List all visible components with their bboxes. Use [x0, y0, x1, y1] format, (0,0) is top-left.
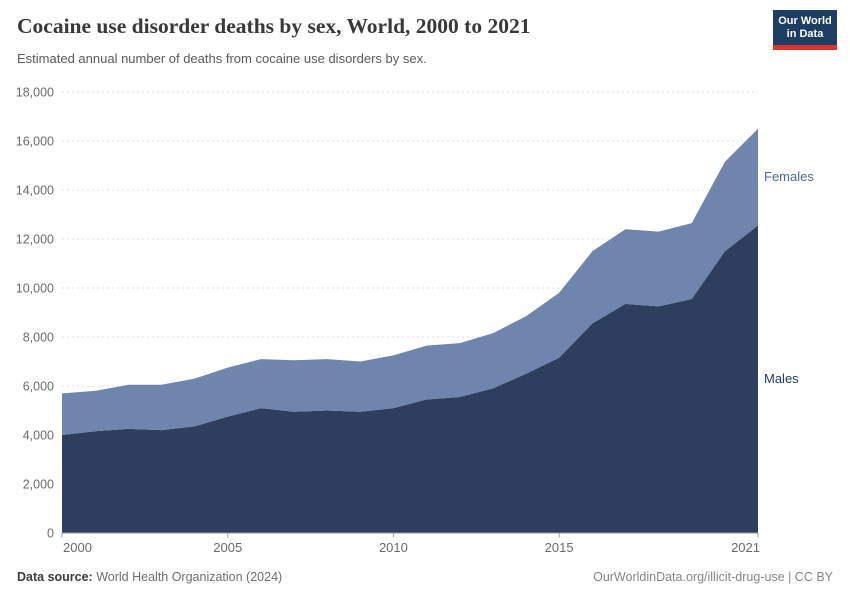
area-females[interactable] — [62, 128, 758, 436]
owid-logo-box: Our World in Data — [773, 10, 837, 45]
y-axis-label: 6,000 — [23, 380, 54, 394]
y-axis-label: 10,000 — [16, 282, 54, 296]
data-source-text: World Health Organization (2024) — [96, 570, 283, 584]
chart-footer: Data source: World Health Organization (… — [17, 570, 833, 584]
y-axis-label: 14,000 — [16, 184, 54, 198]
y-axis-label: 12,000 — [16, 233, 54, 247]
series-label-females: Females — [764, 169, 814, 185]
x-axis-label: 2015 — [545, 540, 574, 555]
x-axis-label: 2010 — [379, 540, 408, 555]
owid-logo[interactable]: Our World in Data — [773, 10, 837, 50]
x-axis-label: 2021 — [731, 540, 760, 555]
chart-title: Cocaine use disorder deaths by sex, Worl… — [17, 14, 531, 38]
x-axis-label: 2005 — [213, 540, 242, 555]
y-axis-label: 8,000 — [23, 331, 54, 345]
owid-logo-accent-bar — [773, 45, 837, 50]
y-axis-label: 0 — [47, 527, 54, 541]
series-label-males: Males — [764, 371, 799, 387]
y-axis-label: 16,000 — [16, 135, 54, 149]
x-axis-label: 2000 — [63, 540, 92, 555]
data-source-label: Data source: — [17, 570, 93, 584]
area-males[interactable] — [62, 225, 758, 534]
data-source: Data source: World Health Organization (… — [17, 570, 282, 584]
y-axis-label: 4,000 — [23, 429, 54, 443]
owid-url-link[interactable]: OurWorldinData.org/illicit-drug-use | CC… — [593, 570, 833, 584]
y-axis-label: 18,000 — [16, 86, 54, 100]
owid-logo-line2: in Data — [786, 28, 824, 40]
owid-logo-line1: Our World — [778, 15, 832, 27]
y-axis-label: 2,000 — [23, 478, 54, 492]
chart-subtitle: Estimated annual number of deaths from c… — [17, 51, 427, 66]
